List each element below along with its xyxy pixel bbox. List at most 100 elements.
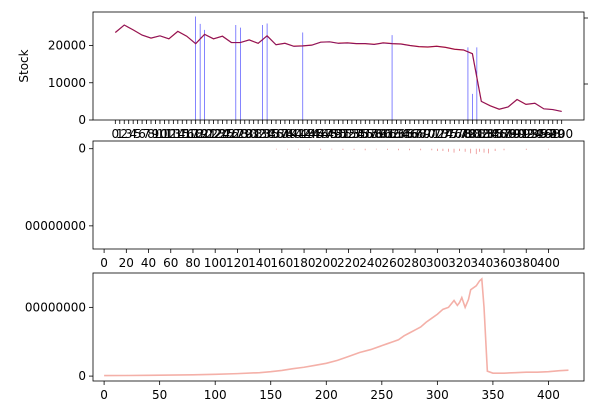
top-xtick-label-97: 97 xyxy=(541,127,556,141)
top-xtick-label-40: 40 xyxy=(286,127,301,141)
top-series-overlay-0 xyxy=(115,24,562,112)
top-xtick-label-4: 4 xyxy=(129,127,137,141)
top-y-axis-label: Stock xyxy=(17,49,31,82)
top-xtick-label-27: 27 xyxy=(228,127,243,141)
middle-xtick-label-13: 260 xyxy=(381,256,404,270)
top-xtick-label-71: 71 xyxy=(425,127,440,141)
middle-xtick-label-2: 40 xyxy=(141,256,156,270)
middle-xtick-label-6: 120 xyxy=(226,256,249,270)
top-xtick-label-99: 99 xyxy=(550,127,565,141)
top-xtick-label-95: 95 xyxy=(532,127,547,141)
top-xtick-label-83: 83 xyxy=(478,127,493,141)
top-xtick-label-7: 7 xyxy=(143,127,151,141)
top-xtick-label-42: 42 xyxy=(295,127,310,141)
top-plot-area xyxy=(114,16,562,120)
top-xtick-label-36: 36 xyxy=(268,127,283,141)
top-xtick-label-61: 61 xyxy=(380,127,395,141)
top-xtick-label-64: 64 xyxy=(393,127,408,141)
middle-xtick-label-0: 0 xyxy=(100,256,108,270)
top-xtick-label-60: 60 xyxy=(375,127,390,141)
top-y-ticks: 0 10000 20000 xyxy=(48,39,93,127)
top-xtick-label-31: 31 xyxy=(246,127,261,141)
bottom-xtick-label-7: 350 xyxy=(481,388,504,402)
middle-xtick-label-10: 200 xyxy=(315,256,338,270)
bottom-xtick-label-1: 50 xyxy=(152,388,167,402)
top-xtick-label-33: 33 xyxy=(255,127,270,141)
middle-xtick-label-12: 240 xyxy=(359,256,382,270)
top-xtick-label-56: 56 xyxy=(358,127,373,141)
top-ytick-label-0: 0 xyxy=(78,113,86,127)
top-xtick-label-0: 0 xyxy=(111,127,119,141)
bottom-series-line-0 xyxy=(104,277,569,377)
top-xtick-label-77: 77 xyxy=(451,127,466,141)
middle-xtick-label-11: 220 xyxy=(337,256,360,270)
top-xtick-label-28: 28 xyxy=(233,127,248,141)
middle-ytick-label-1: 00000000 xyxy=(25,219,86,233)
top-xtick-label-12: 12 xyxy=(161,127,176,141)
bottom-xtick-label-2: 100 xyxy=(204,388,227,402)
top-xtick-label-74: 74 xyxy=(438,127,453,141)
top-xtick-label-93: 93 xyxy=(523,127,538,141)
top-xtick-label-39: 39 xyxy=(282,127,297,141)
top-xtick-label-10: 10 xyxy=(152,127,167,141)
top-xtick-label-65: 65 xyxy=(398,127,413,141)
top-xtick-label-51: 51 xyxy=(335,127,350,141)
top-xtick-label-57: 57 xyxy=(362,127,377,141)
top-xtick-label-46: 46 xyxy=(313,127,328,141)
middle-ytick-label-0: 0 xyxy=(78,142,86,156)
top-xtick-label-37: 37 xyxy=(273,127,288,141)
top-xtick-label-14: 14 xyxy=(170,127,185,141)
top-xtick-label-9: 9 xyxy=(152,127,160,141)
top-xtick-label-16: 16 xyxy=(179,127,194,141)
top-xtick-label-62: 62 xyxy=(384,127,399,141)
top-xtick-label-85: 85 xyxy=(487,127,502,141)
top-x-ticks: 0123456789101112131415161718192021222324… xyxy=(111,120,573,141)
top-xtick-label-38: 38 xyxy=(277,127,292,141)
middle-xtick-label-14: 280 xyxy=(404,256,427,270)
top-xtick-label-94: 94 xyxy=(527,127,542,141)
top-xtick-label-22: 22 xyxy=(206,127,221,141)
top-panel-frame xyxy=(92,11,585,121)
top-xtick-label-50: 50 xyxy=(331,127,346,141)
bottom-xtick-label-4: 200 xyxy=(315,388,338,402)
top-xtick-label-8: 8 xyxy=(147,127,155,141)
top-xtick-label-6: 6 xyxy=(138,127,146,141)
top-xtick-label-68: 68 xyxy=(411,127,426,141)
top-xtick-label-32: 32 xyxy=(251,127,266,141)
top-xtick-label-58: 58 xyxy=(367,127,382,141)
top-xtick-label-18: 18 xyxy=(188,127,203,141)
top-xtick-label-17: 17 xyxy=(184,127,199,141)
top-xtick-label-35: 35 xyxy=(264,127,279,141)
top-ytick-label-2: 20000 xyxy=(48,39,86,53)
bottom-plot-area xyxy=(104,277,569,377)
top-xtick-label-47: 47 xyxy=(317,127,332,141)
bottom-xtick-label-0: 0 xyxy=(100,388,108,402)
bottom-ytick-label-1: 00000000 xyxy=(25,300,86,314)
top-xtick-label-30: 30 xyxy=(242,127,257,141)
top-right-ticks xyxy=(584,17,588,85)
top-xtick-label-100: 100 xyxy=(550,127,573,141)
top-xtick-label-91: 91 xyxy=(514,127,529,141)
top-xtick-label-78: 78 xyxy=(456,127,471,141)
top-xtick-label-53: 53 xyxy=(344,127,359,141)
top-xtick-label-13: 13 xyxy=(166,127,181,141)
middle-xtick-label-9: 180 xyxy=(293,256,316,270)
top-xtick-label-26: 26 xyxy=(224,127,239,141)
top-xtick-label-11: 11 xyxy=(157,127,172,141)
top-xtick-label-90: 90 xyxy=(509,127,524,141)
top-xtick-label-15: 15 xyxy=(175,127,190,141)
top-xtick-label-96: 96 xyxy=(536,127,551,141)
top-xtick-label-92: 92 xyxy=(518,127,533,141)
bottom-xtick-label-3: 150 xyxy=(259,388,282,402)
top-xtick-label-79: 79 xyxy=(460,127,475,141)
top-xtick-label-48: 48 xyxy=(322,127,337,141)
middle-xtick-label-1: 20 xyxy=(119,256,134,270)
top-xtick-label-82: 82 xyxy=(474,127,489,141)
top-ytick-label-1: 10000 xyxy=(48,76,86,90)
top-xtick-label-34: 34 xyxy=(259,127,274,141)
top-xtick-label-69: 69 xyxy=(416,127,431,141)
bottom-ytick-label-0: 0 xyxy=(78,369,86,383)
